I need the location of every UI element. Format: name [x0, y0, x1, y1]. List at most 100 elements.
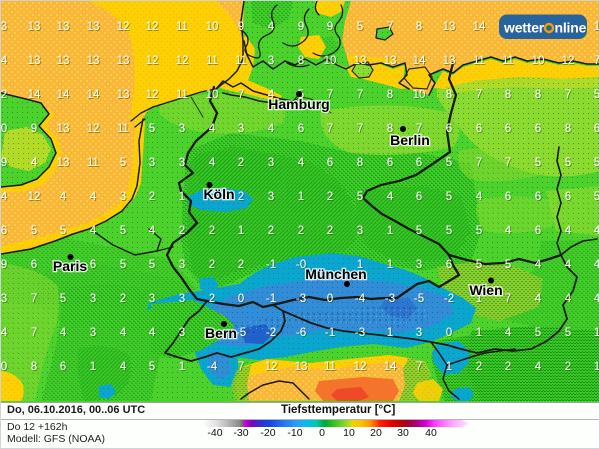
svg-text:13: 13 — [384, 55, 397, 67]
svg-text:7: 7 — [327, 89, 333, 101]
svg-text:0: 0 — [1, 361, 7, 373]
svg-text:4: 4 — [594, 293, 600, 305]
svg-text:5: 5 — [446, 157, 452, 169]
svg-text:4: 4 — [90, 225, 97, 237]
svg-text:1: 1 — [476, 327, 482, 339]
svg-text:6: 6 — [416, 191, 422, 203]
svg-text:14: 14 — [384, 361, 397, 373]
svg-text:2: 2 — [238, 259, 244, 271]
svg-text:-1: -1 — [266, 259, 276, 271]
svg-text:13: 13 — [117, 55, 130, 67]
svg-text:-3: -3 — [296, 293, 306, 305]
svg-text:2: 2 — [209, 225, 215, 237]
svg-text:3: 3 — [179, 327, 185, 339]
svg-text:5: 5 — [594, 191, 600, 203]
svg-text:4: 4 — [1, 327, 8, 339]
svg-text:4: 4 — [120, 327, 127, 339]
svg-text:5: 5 — [416, 225, 422, 237]
svg-text:4: 4 — [60, 327, 67, 339]
svg-text:4: 4 — [1, 191, 8, 203]
svg-text:2: 2 — [327, 225, 333, 237]
svg-text:Wien: Wien — [469, 282, 502, 298]
svg-text:6: 6 — [505, 123, 511, 135]
svg-text:2: 2 — [149, 191, 155, 203]
svg-text:9: 9 — [1, 157, 7, 169]
svg-text:1: 1 — [594, 327, 600, 339]
svg-text:Hamburg: Hamburg — [268, 96, 329, 112]
svg-text:5: 5 — [357, 191, 363, 203]
svg-text:2: 2 — [179, 225, 185, 237]
svg-text:7: 7 — [476, 157, 482, 169]
svg-text:7: 7 — [357, 123, 363, 135]
svg-text:3: 3 — [90, 327, 96, 339]
svg-text:3: 3 — [149, 157, 155, 169]
svg-text:Köln: Köln — [203, 186, 234, 202]
svg-text:6: 6 — [446, 259, 452, 271]
svg-text:7: 7 — [31, 327, 37, 339]
svg-text:12: 12 — [28, 191, 41, 203]
svg-text:11: 11 — [176, 89, 188, 101]
svg-text:Hamburg: Hamburg — [268, 96, 329, 112]
svg-text:3: 3 — [268, 55, 274, 67]
svg-text:2: 2 — [476, 361, 482, 373]
svg-text:4: 4 — [90, 191, 97, 203]
svg-text:8: 8 — [565, 123, 571, 135]
svg-text:7: 7 — [238, 361, 244, 373]
svg-text:6: 6 — [565, 191, 571, 203]
svg-text:2: 2 — [298, 225, 304, 237]
svg-text:4: 4 — [565, 225, 572, 237]
svg-text:4: 4 — [535, 259, 542, 271]
svg-text:2: 2 — [565, 361, 571, 373]
svg-text:2: 2 — [209, 259, 215, 271]
svg-text:-1: -1 — [266, 293, 276, 305]
svg-text:2: 2 — [268, 225, 274, 237]
svg-text:-2: -2 — [266, 327, 276, 339]
svg-text:4: 4 — [535, 361, 542, 373]
svg-text:5: 5 — [565, 327, 571, 339]
svg-text:1: 1 — [238, 225, 244, 237]
svg-text:4: 4 — [209, 123, 216, 135]
svg-text:7: 7 — [505, 157, 511, 169]
svg-text:3: 3 — [149, 293, 155, 305]
svg-text:2: 2 — [238, 157, 244, 169]
svg-text:10: 10 — [532, 55, 545, 67]
svg-text:8: 8 — [535, 89, 541, 101]
svg-text:-6: -6 — [296, 327, 306, 339]
svg-text:7: 7 — [476, 89, 482, 101]
svg-text:Wien: Wien — [469, 282, 502, 298]
svg-text:0: 0 — [327, 293, 333, 305]
svg-text:5: 5 — [120, 225, 126, 237]
svg-text:2: 2 — [1, 89, 7, 101]
svg-text:14: 14 — [28, 89, 41, 101]
svg-text:Paris: Paris — [53, 258, 87, 274]
svg-text:1: 1 — [298, 191, 304, 203]
svg-text:10: 10 — [206, 21, 219, 33]
svg-text:9: 9 — [298, 21, 304, 33]
svg-text:13: 13 — [443, 21, 456, 33]
svg-text:3: 3 — [179, 259, 185, 271]
svg-text:4: 4 — [120, 361, 127, 373]
svg-text:5: 5 — [535, 157, 541, 169]
svg-text:3: 3 — [268, 191, 274, 203]
svg-text:München: München — [305, 266, 366, 282]
svg-text:4: 4 — [565, 293, 572, 305]
svg-text:11: 11 — [117, 123, 129, 135]
svg-text:13: 13 — [28, 21, 41, 33]
svg-text:3: 3 — [1, 21, 7, 33]
svg-text:5: 5 — [476, 259, 482, 271]
svg-text:-4: -4 — [207, 361, 218, 373]
svg-text:6: 6 — [535, 123, 541, 135]
svg-text:5: 5 — [357, 21, 363, 33]
svg-text:3: 3 — [416, 259, 422, 271]
svg-text:5: 5 — [594, 157, 600, 169]
svg-text:5: 5 — [476, 225, 482, 237]
svg-text:-4: -4 — [355, 293, 366, 305]
svg-text:8: 8 — [446, 89, 452, 101]
svg-text:7: 7 — [357, 89, 363, 101]
svg-text:13: 13 — [87, 21, 100, 33]
svg-text:11: 11 — [473, 55, 485, 67]
svg-text:5: 5 — [505, 259, 511, 271]
svg-text:11: 11 — [176, 21, 188, 33]
svg-text:13: 13 — [57, 123, 70, 135]
svg-text:8: 8 — [387, 123, 393, 135]
